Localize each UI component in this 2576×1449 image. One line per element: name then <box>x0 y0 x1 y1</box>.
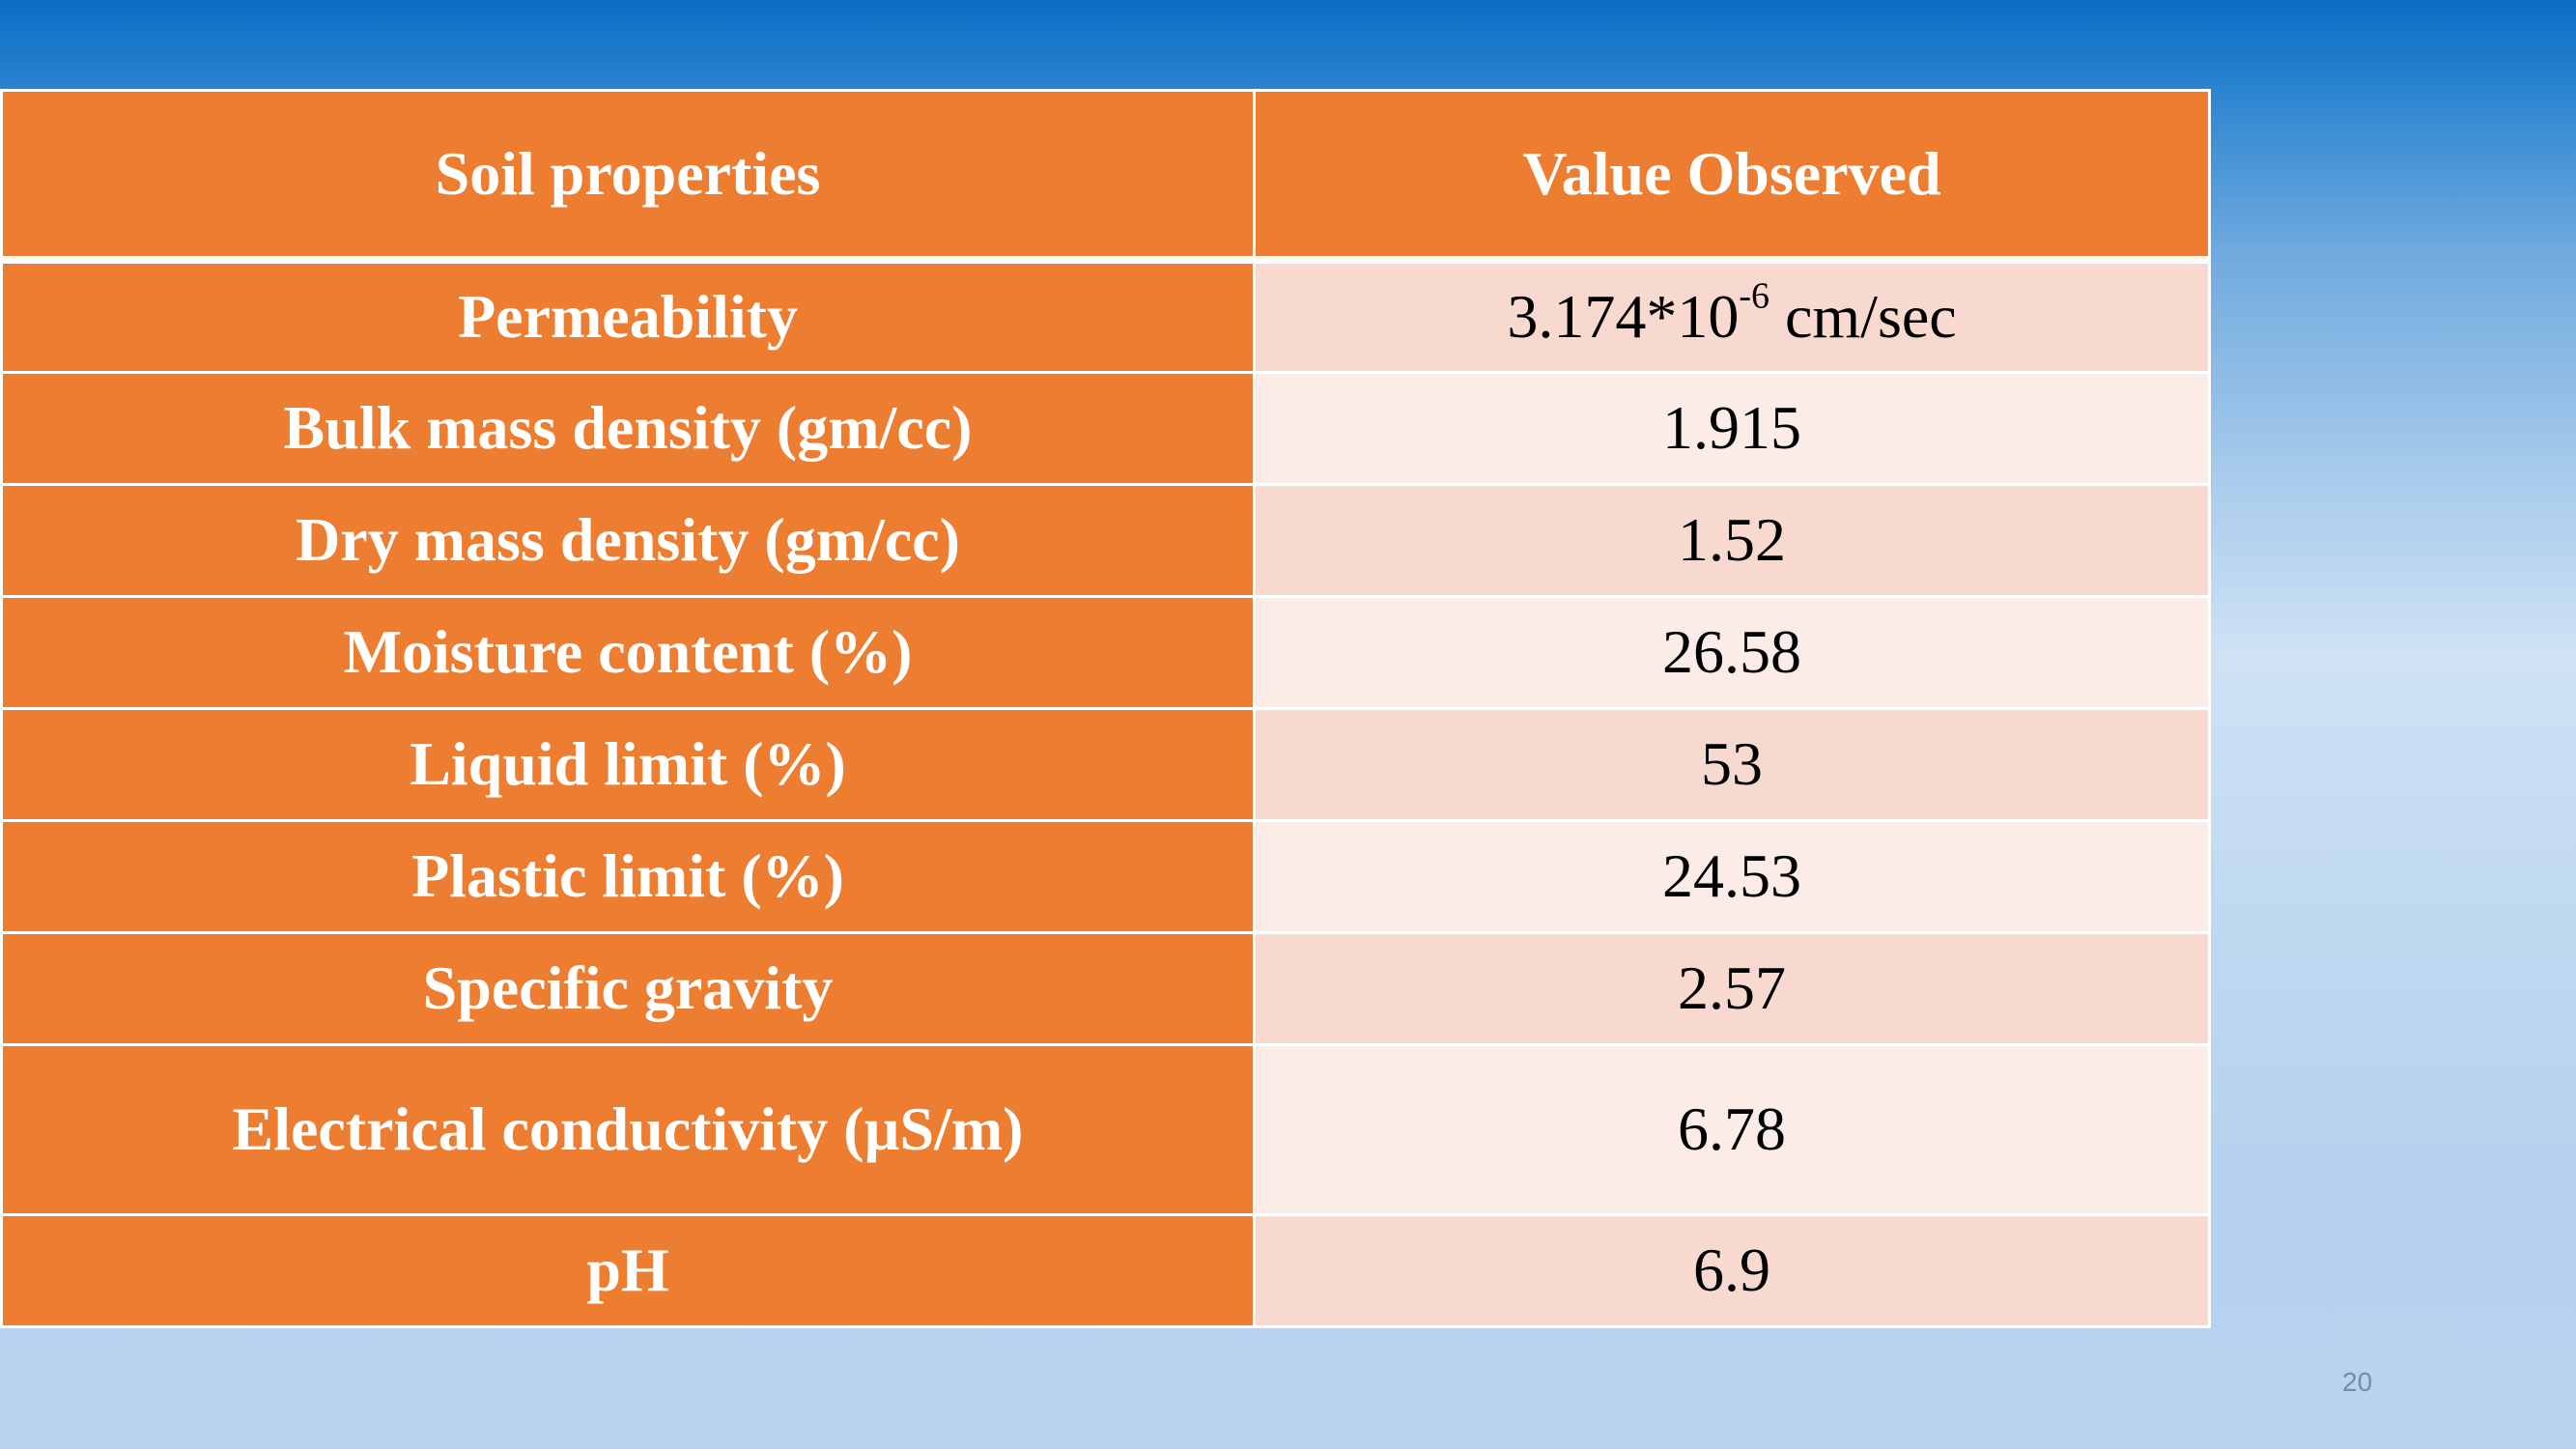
property-cell: Bulk mass density (gm/cc) <box>0 370 1256 486</box>
page-number: 20 <box>2342 1367 2373 1397</box>
table-row: Moisture content (%) 26.58 <box>0 594 2211 710</box>
table-row: Plastic limit (%) 24.53 <box>0 818 2211 934</box>
table-row: Bulk mass density (gm/cc) 1.915 <box>0 370 2211 486</box>
property-cell: Liquid limit (%) <box>0 706 1256 822</box>
table-row: Dry mass density (gm/cc) 1.52 <box>0 482 2211 598</box>
value-unit: cm/sec <box>1769 282 1957 352</box>
soil-properties-table: Soil properties Value Observed Permeabil… <box>0 89 2211 1328</box>
table-row: Specific gravity 2.57 <box>0 930 2211 1046</box>
property-cell: Moisture content (%) <box>0 594 1256 710</box>
property-cell: pH <box>0 1212 1256 1328</box>
table-row: pH 6.9 <box>0 1212 2211 1328</box>
value-cell: 6.9 <box>1253 1212 2211 1328</box>
property-cell: Permeability <box>0 258 1256 374</box>
property-cell: Dry mass density (gm/cc) <box>0 482 1256 598</box>
value-exponent: -6 <box>1739 275 1769 317</box>
header-soil-properties: Soil properties <box>0 89 1256 264</box>
table-header-row: Soil properties Value Observed <box>0 89 2211 264</box>
property-cell: Plastic limit (%) <box>0 818 1256 934</box>
value-cell: 26.58 <box>1253 594 2211 710</box>
table-row: Permeability 3.174*10-6 cm/sec <box>0 258 2211 374</box>
property-cell: Electrical conductivity (µS/m) <box>0 1042 1256 1216</box>
table-row: Electrical conductivity (µS/m) 6.78 <box>0 1042 2211 1216</box>
header-value-observed: Value Observed <box>1253 89 2211 264</box>
value-cell: 24.53 <box>1253 818 2211 934</box>
property-cell: Specific gravity <box>0 930 1256 1046</box>
value-cell: 1.915 <box>1253 370 2211 486</box>
value-cell: 53 <box>1253 706 2211 822</box>
value-cell: 1.52 <box>1253 482 2211 598</box>
table-row: Liquid limit (%) 53 <box>0 706 2211 822</box>
value-cell: 6.78 <box>1253 1042 2211 1216</box>
value-base: 3.174*10 <box>1507 282 1740 352</box>
value-cell: 2.57 <box>1253 930 2211 1046</box>
value-cell: 3.174*10-6 cm/sec <box>1253 258 2211 374</box>
